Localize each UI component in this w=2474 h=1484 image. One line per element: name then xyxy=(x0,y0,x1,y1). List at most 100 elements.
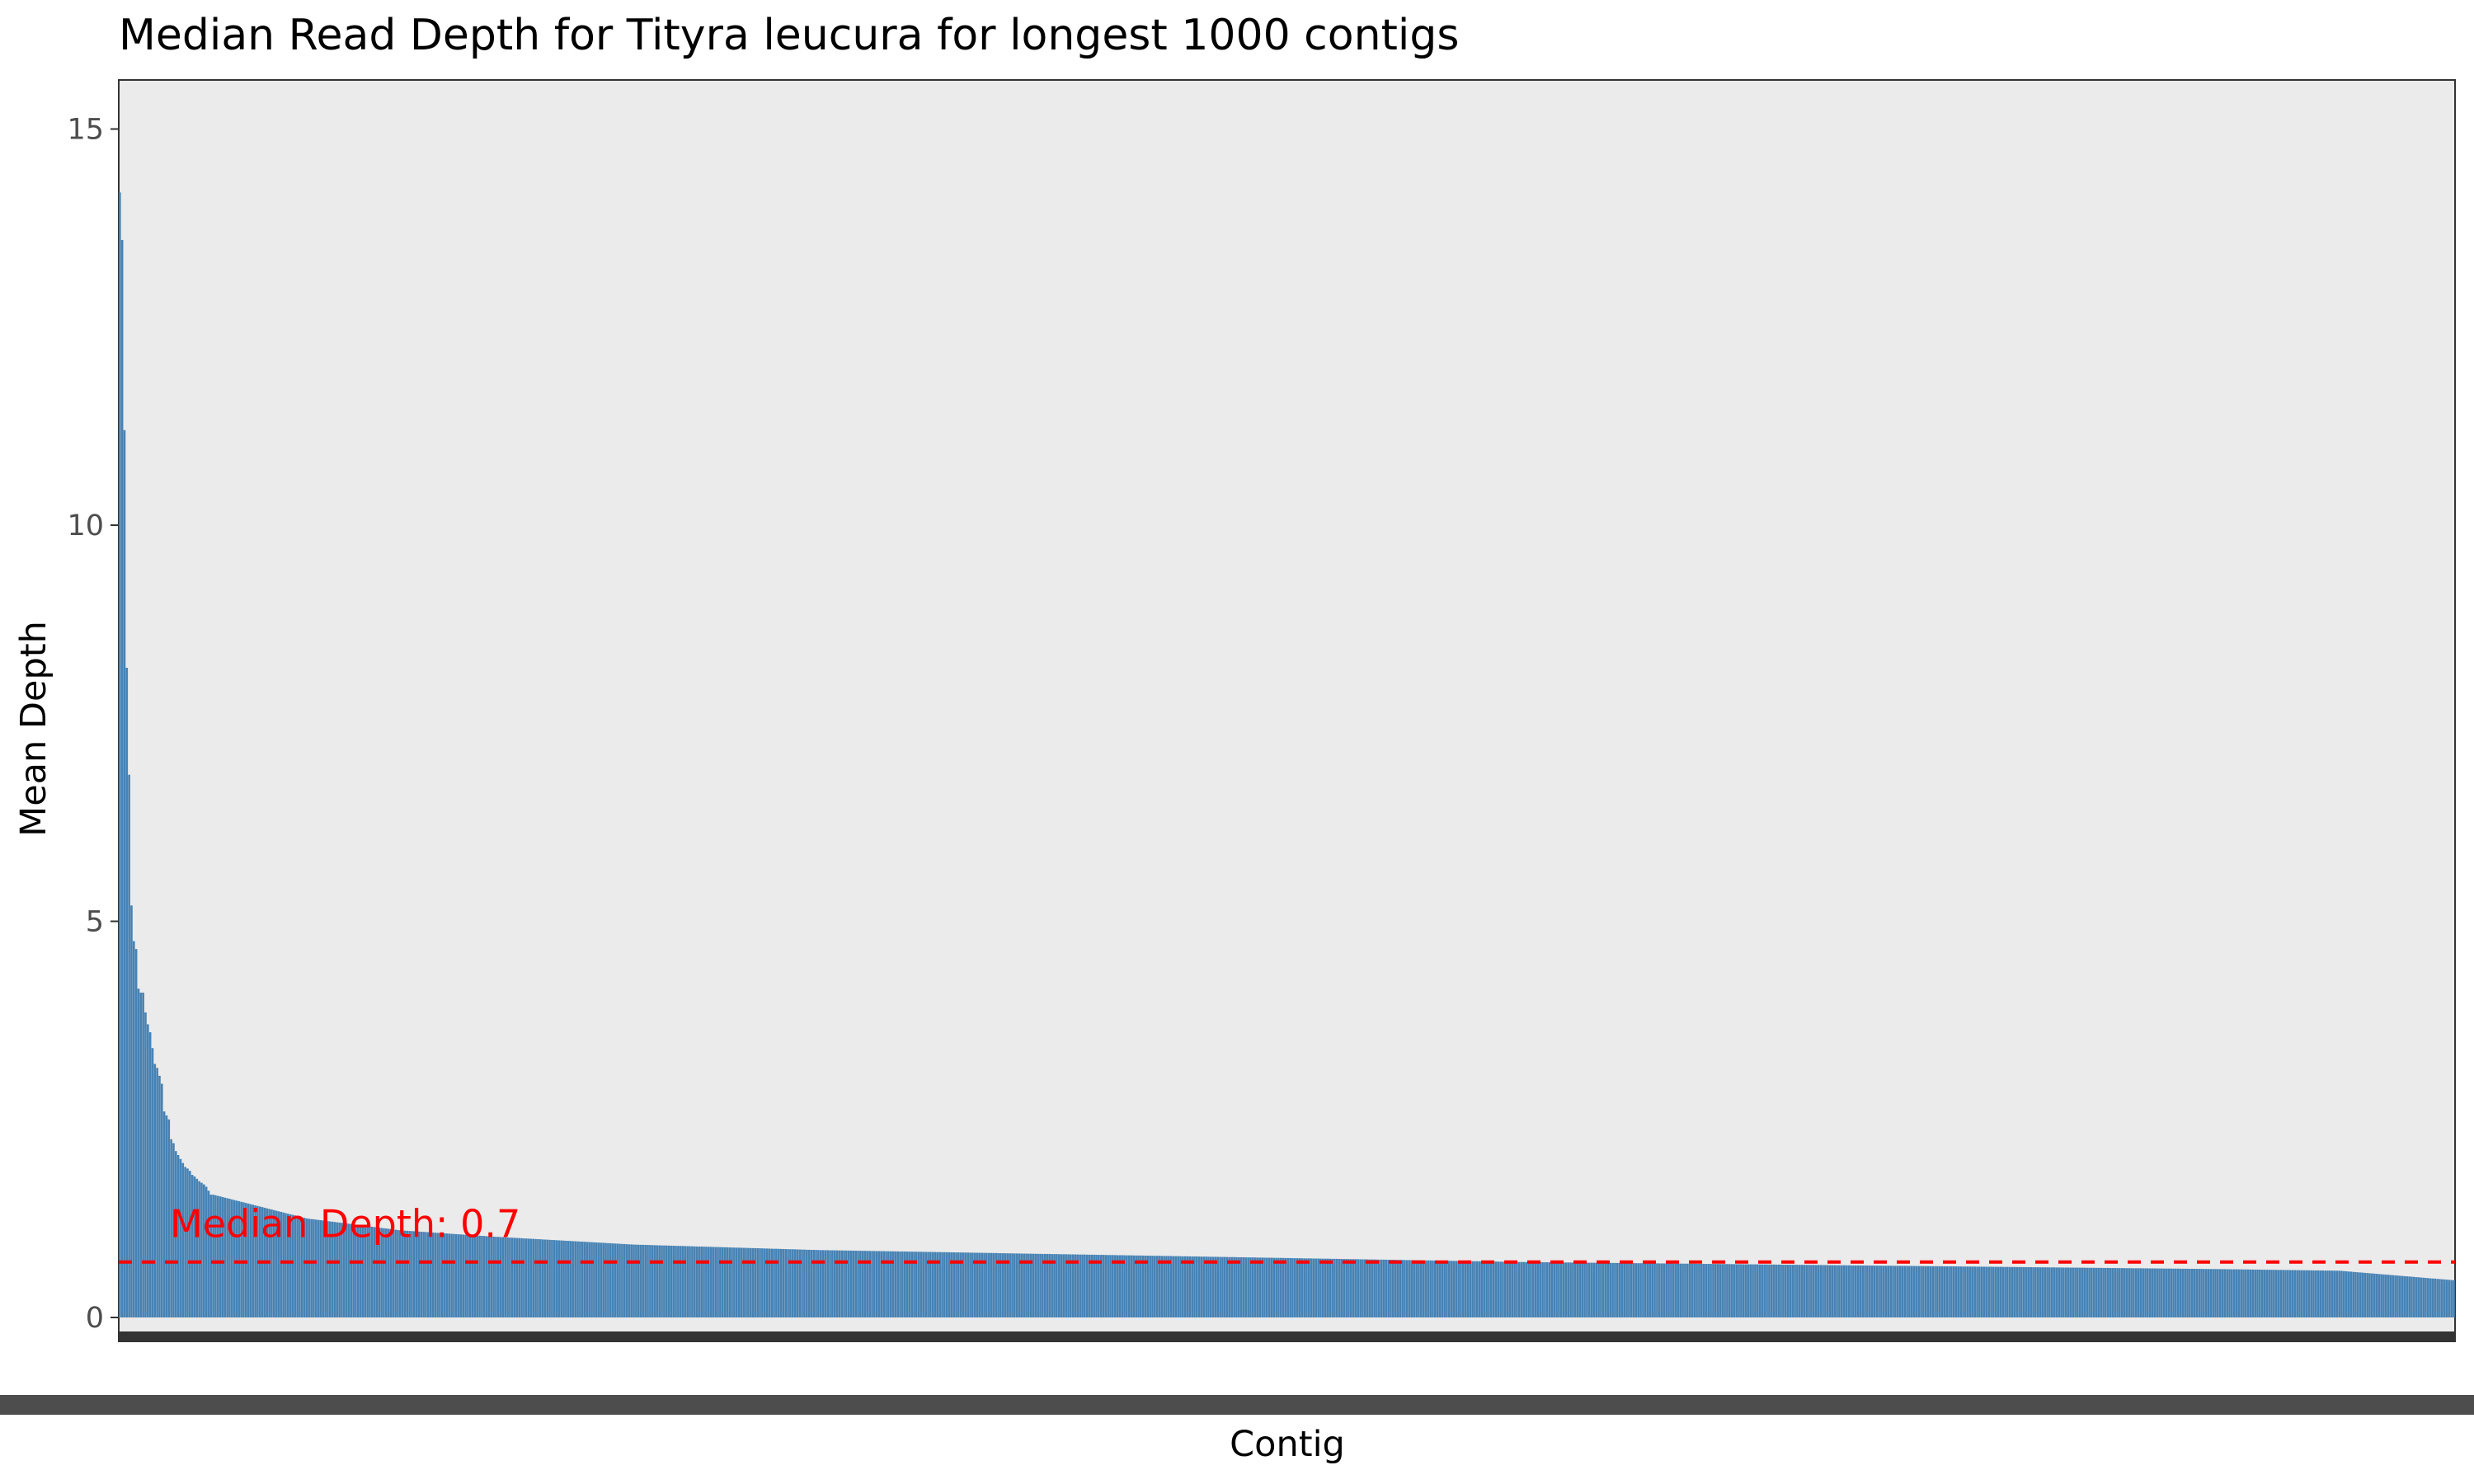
bar xyxy=(735,1247,738,1317)
bar xyxy=(2420,1277,2423,1317)
bar xyxy=(700,1246,703,1317)
bar xyxy=(1987,1266,1991,1317)
bar xyxy=(1569,1262,1572,1317)
bar xyxy=(375,1227,379,1317)
bar xyxy=(721,1247,724,1317)
bar xyxy=(2011,1266,2014,1317)
bar xyxy=(1109,1255,1112,1317)
bar xyxy=(2050,1267,2053,1317)
bar xyxy=(852,1250,855,1317)
bar xyxy=(1940,1266,1944,1317)
bar xyxy=(1238,1256,1240,1317)
bar xyxy=(324,1220,327,1317)
bar xyxy=(188,1171,191,1317)
bar xyxy=(1221,1256,1224,1317)
bar xyxy=(397,1229,399,1317)
bar xyxy=(1060,1254,1063,1317)
bar xyxy=(1154,1256,1156,1317)
bar xyxy=(1614,1262,1616,1317)
bar xyxy=(985,1252,988,1317)
bar xyxy=(492,1236,495,1317)
bar xyxy=(1808,1265,1810,1317)
bar xyxy=(920,1252,923,1317)
bar xyxy=(345,1223,348,1317)
bar xyxy=(922,1252,925,1317)
bar xyxy=(2228,1269,2231,1317)
horizontal-scrollbar[interactable] xyxy=(0,1395,2474,1415)
bar xyxy=(1163,1256,1165,1317)
bar xyxy=(342,1223,346,1317)
bar xyxy=(1864,1265,1866,1317)
bar xyxy=(1457,1261,1460,1317)
bar xyxy=(2193,1268,2196,1317)
bar xyxy=(950,1252,953,1317)
bar xyxy=(2179,1268,2182,1317)
bar xyxy=(532,1238,535,1317)
bar xyxy=(2100,1267,2102,1317)
bar xyxy=(779,1248,783,1317)
bar xyxy=(1681,1263,1684,1317)
bar xyxy=(742,1247,745,1317)
bar xyxy=(1158,1256,1161,1317)
bar xyxy=(2392,1275,2395,1317)
bar xyxy=(2105,1267,2107,1317)
bar xyxy=(2254,1269,2256,1317)
bar xyxy=(2349,1271,2353,1317)
bar xyxy=(2389,1275,2392,1317)
bar xyxy=(1211,1256,1215,1317)
bar xyxy=(1390,1260,1392,1317)
bar xyxy=(1452,1261,1456,1317)
bar xyxy=(361,1225,365,1317)
bar xyxy=(2041,1267,2044,1317)
bar xyxy=(2265,1270,2269,1317)
bar xyxy=(976,1252,979,1317)
bar xyxy=(406,1230,409,1317)
bar xyxy=(2441,1279,2443,1317)
bar xyxy=(119,192,121,1317)
bar xyxy=(280,1211,283,1317)
bar xyxy=(712,1247,715,1317)
bar xyxy=(1373,1259,1376,1317)
bar xyxy=(160,1083,163,1317)
bar xyxy=(941,1252,943,1317)
bar xyxy=(1906,1266,1908,1317)
bar xyxy=(768,1248,771,1317)
bar xyxy=(429,1232,432,1317)
bar xyxy=(651,1245,654,1317)
bar xyxy=(845,1250,848,1317)
bar xyxy=(2274,1270,2278,1317)
bar xyxy=(473,1235,477,1317)
bar xyxy=(1742,1264,1745,1317)
bar xyxy=(574,1241,577,1317)
bar xyxy=(244,1203,247,1317)
bar xyxy=(1256,1257,1259,1317)
bar xyxy=(1253,1257,1257,1317)
bar xyxy=(2176,1268,2180,1317)
bar xyxy=(2102,1267,2105,1317)
bar xyxy=(1014,1253,1016,1317)
bar xyxy=(663,1245,666,1317)
bar xyxy=(1270,1257,1273,1317)
bar xyxy=(1780,1264,1782,1317)
bar xyxy=(2218,1269,2222,1317)
bar xyxy=(2064,1267,2067,1317)
bar xyxy=(350,1223,353,1317)
bar xyxy=(999,1253,1002,1317)
bar xyxy=(2091,1267,2093,1317)
bar xyxy=(1712,1264,1714,1317)
bar xyxy=(2316,1270,2320,1317)
bar xyxy=(1348,1259,1350,1317)
bar xyxy=(2259,1269,2261,1317)
bar xyxy=(2072,1267,2074,1317)
bar xyxy=(962,1252,965,1317)
bar xyxy=(317,1219,320,1317)
bar xyxy=(221,1196,224,1317)
bar xyxy=(305,1218,308,1318)
bar xyxy=(1137,1255,1140,1317)
bar xyxy=(1564,1262,1568,1317)
bar xyxy=(1595,1262,1598,1317)
bar xyxy=(2088,1267,2091,1317)
bar xyxy=(1076,1254,1079,1317)
bar xyxy=(557,1240,561,1317)
